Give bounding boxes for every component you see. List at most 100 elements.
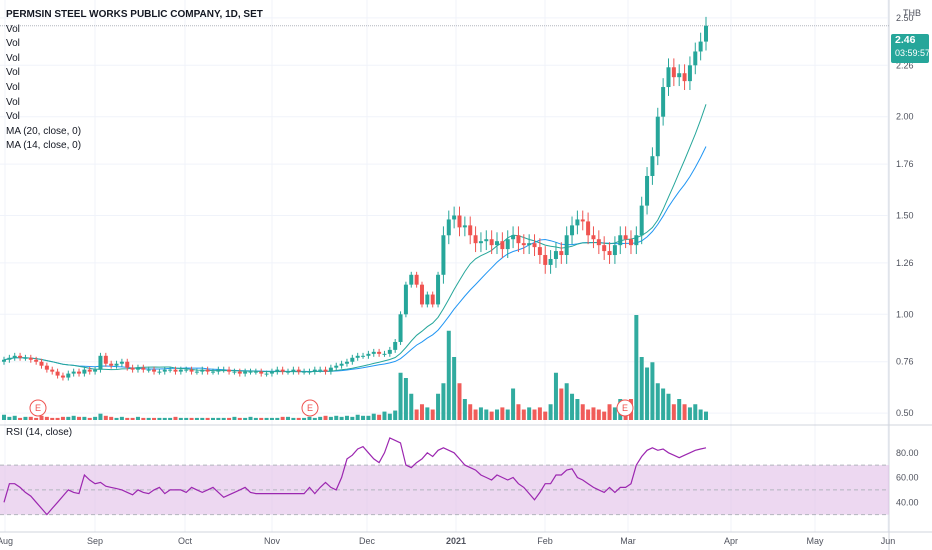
- rsi-tick-label: 40.00: [896, 497, 919, 507]
- candle-body: [452, 215, 457, 220]
- volume-bar: [548, 404, 553, 420]
- candle-body: [355, 355, 360, 358]
- price-axis[interactable]: 2.50 2.26 2.00 1.76 1.50 1.26 1.00 0.76 0.50: [896, 13, 914, 418]
- volume-bar: [553, 372, 558, 420]
- symbol-title[interactable]: PERMSIN STEEL WORKS PUBLIC COMPANY, 1D, …: [6, 9, 263, 20]
- candle-body: [446, 219, 451, 236]
- earnings-marker-circle: [29, 399, 47, 417]
- candle-body: [387, 349, 392, 354]
- volume-bar: [371, 413, 376, 420]
- volume-bar: [591, 407, 596, 420]
- volume-bar: [205, 417, 210, 420]
- volume-bar: [671, 404, 676, 420]
- rsi-series-line: [3, 437, 707, 516]
- candle-body: [189, 369, 194, 372]
- volume-bar: [436, 393, 441, 420]
- candle-body: [77, 371, 82, 374]
- volume-bar: [296, 417, 301, 420]
- candle-body: [409, 274, 414, 285]
- volume-bar: [521, 409, 526, 420]
- candle-body: [403, 284, 408, 315]
- candle-body: [66, 373, 71, 378]
- volume-bar: [382, 411, 387, 420]
- candle-body: [178, 369, 183, 372]
- volume-bar: [457, 383, 462, 420]
- candle-body: [87, 369, 92, 372]
- volume-bar: [125, 417, 130, 420]
- candle-body: [328, 367, 333, 372]
- candle-body: [34, 359, 39, 362]
- candle-body: [125, 361, 130, 368]
- candle-body: [141, 367, 146, 370]
- candle-body: [575, 219, 580, 226]
- volume-bar: [210, 417, 215, 420]
- rsi-line: [3, 437, 707, 516]
- volume-bar: [275, 417, 280, 420]
- volume-bar: [505, 409, 510, 420]
- rsi-legend[interactable]: RSI (14, close): [6, 427, 73, 438]
- legend-ma-20[interactable]: MA (20, close, 0): [6, 125, 82, 137]
- legend-vol-1[interactable]: Vol: [6, 23, 20, 35]
- candle-body: [44, 365, 49, 370]
- indicator-legend: PERMSIN STEEL WORKS PUBLIC COMPANY, 1D, …: [6, 8, 263, 154]
- candle-body: [671, 67, 676, 78]
- volume-bar: [650, 362, 655, 420]
- bar-countdown: 03:59:57: [895, 48, 931, 58]
- legend-vol-5[interactable]: Vol: [6, 81, 20, 93]
- earnings-marker-label: E: [35, 403, 41, 413]
- legend-vol-4[interactable]: Vol: [6, 67, 20, 79]
- volume-bar: [248, 416, 253, 420]
- candle-body: [505, 239, 510, 250]
- last-price: 2.46: [895, 34, 916, 46]
- candle-body: [18, 355, 23, 358]
- volume-bar: [543, 411, 548, 420]
- candle-body: [82, 369, 87, 374]
- candle-body: [580, 219, 585, 222]
- candle-body: [173, 369, 178, 372]
- legend-vol-2[interactable]: Vol: [6, 38, 20, 50]
- volume-bar: [559, 388, 564, 420]
- rsi-tick-label: 60.00: [896, 473, 919, 483]
- legend-vol-3[interactable]: Vol: [6, 52, 20, 64]
- candle-body: [382, 353, 387, 355]
- volume-bar: [602, 411, 607, 420]
- earnings-marker-circle: [616, 399, 634, 417]
- candle-body: [312, 369, 317, 372]
- legend-vol-7[interactable]: Vol: [6, 111, 20, 123]
- time-tick-label: Sep: [87, 536, 103, 546]
- candle-body: [693, 51, 698, 66]
- candle-body: [157, 371, 162, 373]
- volume-bar: [612, 407, 617, 420]
- volume-bar: [264, 417, 269, 420]
- volume-bar: [18, 417, 23, 420]
- candle-body: [602, 245, 607, 252]
- volume-bar: [441, 383, 446, 420]
- candle-body: [60, 375, 65, 378]
- volume-bar: [302, 417, 307, 420]
- volume-bar: [178, 417, 183, 420]
- volume-bar: [570, 393, 575, 420]
- candle-body: [532, 243, 537, 248]
- earnings-marker-label: E: [307, 403, 313, 413]
- legend-ma-14[interactable]: MA (14, close, 0): [6, 140, 82, 152]
- candle-body: [436, 274, 441, 305]
- candle-body: [661, 87, 666, 117]
- volume-bar: [44, 416, 49, 420]
- volume-bar: [7, 416, 12, 420]
- candle-body: [275, 369, 280, 372]
- candle-body: [623, 235, 628, 240]
- time-axis[interactable]: Aug Sep Oct Nov Dec 2021 Feb Mar Apr May Jun: [0, 536, 895, 546]
- candle-body: [677, 73, 682, 78]
- volume-bar: [259, 417, 264, 420]
- volume-bar: [473, 409, 478, 420]
- candle-body: [425, 294, 430, 305]
- candle-body: [269, 371, 274, 374]
- legend-vol-6[interactable]: Vol: [6, 96, 20, 108]
- volume-bar: [200, 417, 205, 420]
- candle-body: [655, 116, 660, 157]
- rsi-axis[interactable]: 80.00 60.00 40.00: [896, 448, 919, 508]
- volume-bar: [312, 417, 317, 420]
- volume-bar: [184, 417, 189, 420]
- volume-bar: [639, 357, 644, 420]
